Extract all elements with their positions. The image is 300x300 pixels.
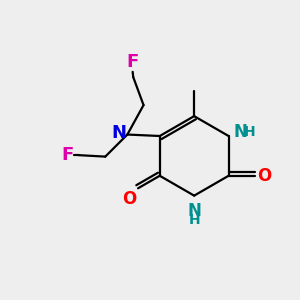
Text: O: O: [257, 167, 272, 185]
Text: H: H: [244, 125, 256, 140]
Text: N: N: [112, 124, 127, 142]
Text: F: F: [61, 146, 74, 164]
Text: O: O: [122, 190, 136, 208]
Text: F: F: [127, 52, 139, 70]
Text: N: N: [187, 202, 201, 220]
Text: N: N: [233, 123, 247, 141]
Text: H: H: [188, 213, 200, 227]
